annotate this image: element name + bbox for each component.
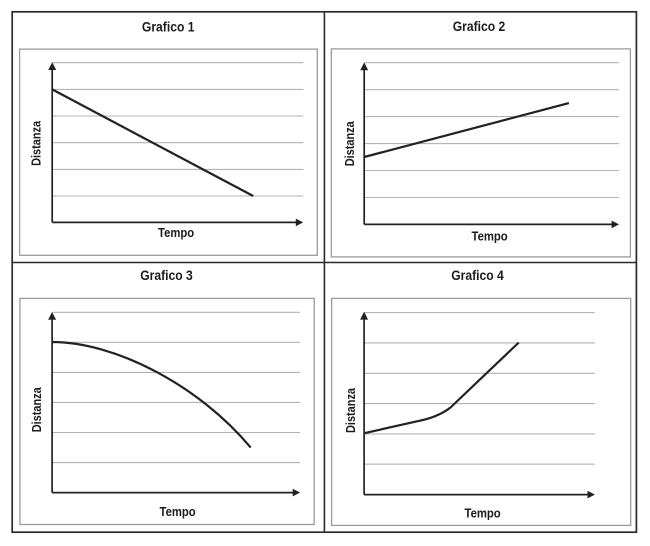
svg-text:Distanza: Distanza xyxy=(29,120,43,166)
svg-text:Tempo: Tempo xyxy=(158,226,195,240)
svg-text:Grafico 3: Grafico 3 xyxy=(140,267,193,283)
svg-text:Tempo: Tempo xyxy=(472,229,509,243)
svg-text:Tempo: Tempo xyxy=(465,507,502,521)
svg-text:Distanza: Distanza xyxy=(30,386,44,432)
svg-text:Tempo: Tempo xyxy=(160,505,197,519)
svg-text:Grafico 2: Grafico 2 xyxy=(453,18,506,34)
svg-text:Distanza: Distanza xyxy=(344,387,358,433)
svg-text:Distanza: Distanza xyxy=(343,120,357,166)
svg-text:Grafico 1: Grafico 1 xyxy=(142,18,195,34)
svg-text:Grafico 4: Grafico 4 xyxy=(451,267,504,283)
